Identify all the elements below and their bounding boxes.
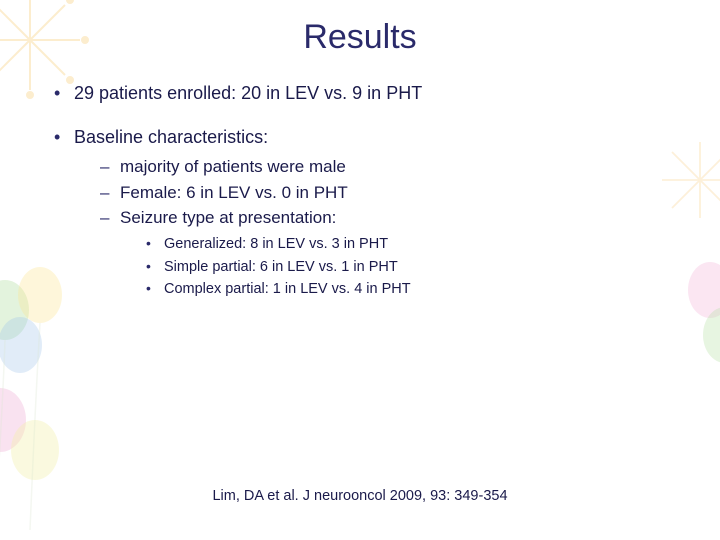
slide-title: Results <box>40 18 680 57</box>
bullet-l2-text: Seizure type at presentation: <box>120 208 336 227</box>
citation-text: Lim, DA et al. J neurooncol 2009, 93: 34… <box>0 488 720 504</box>
bullet-l3-item: Complex partial: 1 in LEV vs. 4 in PHT <box>144 279 680 299</box>
bullet-l1-item: 29 patients enrolled: 20 in LEV vs. 9 in… <box>50 81 680 105</box>
bullet-list-level2: majority of patients were male Female: 6… <box>98 156 680 300</box>
bullet-l1-text: 29 patients enrolled: 20 in LEV vs. 9 in… <box>74 83 422 103</box>
bullet-l1-text: Baseline characteristics: <box>74 127 268 147</box>
bullet-l2-item: Female: 6 in LEV vs. 0 in PHT <box>98 182 680 205</box>
slide-container: Results 29 patients enrolled: 20 in LEV … <box>0 0 720 540</box>
bullet-l3-item: Simple partial: 6 in LEV vs. 1 in PHT <box>144 257 680 277</box>
bullet-l1-item: Baseline characteristics: majority of pa… <box>50 125 680 299</box>
bullet-l2-text: majority of patients were male <box>120 157 346 176</box>
bullet-l3-item: Generalized: 8 in LEV vs. 3 in PHT <box>144 234 680 254</box>
bullet-l2-item: Seizure type at presentation: Generalize… <box>98 207 680 299</box>
bullet-l2-text: Female: 6 in LEV vs. 0 in PHT <box>120 183 348 202</box>
bullet-list-level1: 29 patients enrolled: 20 in LEV vs. 9 in… <box>50 81 680 299</box>
bullet-list-level3: Generalized: 8 in LEV vs. 3 in PHT Simpl… <box>144 234 680 299</box>
bullet-l2-item: majority of patients were male <box>98 156 680 179</box>
